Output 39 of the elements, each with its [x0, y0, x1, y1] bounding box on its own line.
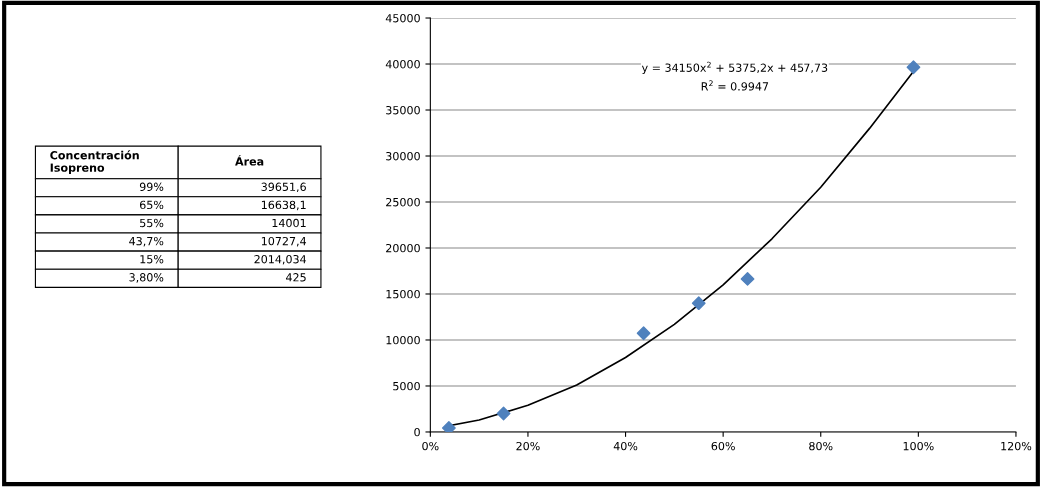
x-tick-label: 80%	[809, 441, 833, 451]
category-label: Área	[235, 155, 264, 166]
y-tick-label: 35000	[386, 105, 420, 115]
point	[740, 272, 755, 286]
point	[496, 406, 511, 421]
y-tick-label: 5000	[393, 381, 420, 391]
annotation: y = 34150x$^{2}$ + 5375,2x + 457,73	[641, 61, 828, 75]
text: 55%	[140, 218, 164, 228]
text: 39651,6	[261, 182, 306, 193]
y-tick-label: 15000	[386, 289, 420, 299]
category-label: Concentración Isopreno	[50, 150, 139, 174]
text: 3,80%	[129, 273, 164, 283]
y-tick-label: 10000	[386, 335, 420, 345]
text: 65%	[139, 200, 164, 210]
text: 99%	[139, 182, 164, 191]
y-tick-label: 0	[414, 427, 420, 437]
x-tick-label: 100%	[903, 441, 934, 451]
y-tick-label: 20000	[386, 243, 420, 253]
text: 425	[286, 273, 306, 282]
x-tick-label: 0%	[422, 441, 439, 451]
y-tick-label: 40000	[385, 59, 420, 69]
annotation: R$^{2}$ = 0.9947	[701, 80, 769, 91]
point	[636, 326, 651, 341]
text: 10727,4	[261, 236, 307, 247]
x-tick-label: 60%	[711, 441, 735, 451]
x-tick-label: 120%	[1001, 441, 1032, 451]
point	[691, 296, 706, 311]
point	[441, 421, 456, 432]
x-tick-label: 40%	[613, 441, 638, 451]
point	[906, 60, 921, 75]
text: 16638,1	[261, 200, 306, 211]
text: 14001	[272, 218, 306, 228]
text: 2014,034	[254, 254, 307, 265]
text: 15%	[140, 254, 164, 264]
y-tick-label: 30000	[386, 151, 420, 161]
y-tick-label: 25000	[386, 197, 420, 207]
y-tick-label: 45000	[385, 13, 420, 23]
text: 43,7%	[129, 236, 164, 247]
x-tick-label: 20%	[516, 441, 540, 451]
